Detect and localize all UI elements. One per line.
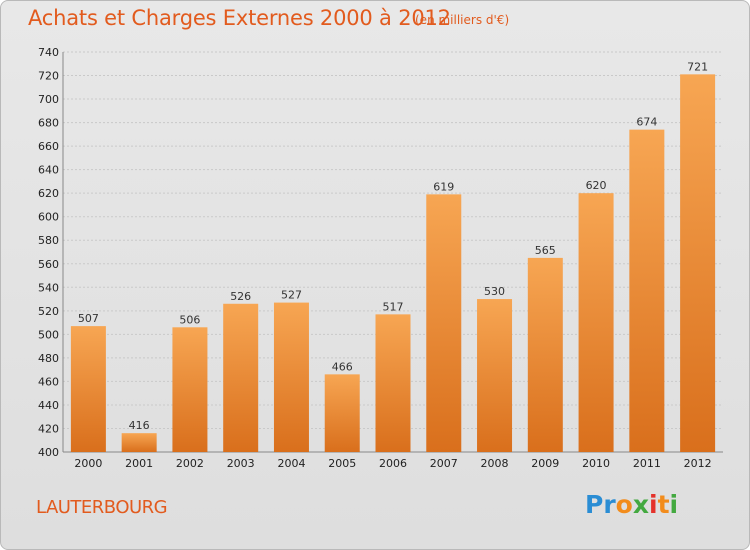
y-tick-label: 620 bbox=[38, 187, 59, 200]
logo-letter: x bbox=[632, 490, 649, 519]
y-tick-label: 520 bbox=[38, 305, 59, 318]
y-tick-label: 580 bbox=[38, 234, 59, 247]
bar-2006 bbox=[375, 314, 411, 452]
y-tick-label: 600 bbox=[38, 211, 59, 224]
bar-2003 bbox=[223, 303, 259, 452]
logo-letter: o bbox=[615, 490, 633, 519]
bar-2002 bbox=[172, 327, 208, 452]
y-tick-label: 560 bbox=[38, 258, 59, 271]
x-tick-label: 2011 bbox=[633, 457, 661, 470]
x-tick-label: 2005 bbox=[328, 457, 356, 470]
bar-2010 bbox=[578, 193, 614, 453]
x-tick-label: 2000 bbox=[74, 457, 102, 470]
y-tick-label: 460 bbox=[38, 375, 59, 388]
y-tick-label: 540 bbox=[38, 281, 59, 294]
logo-letter: i bbox=[649, 490, 658, 519]
x-tick-label: 2012 bbox=[684, 457, 712, 470]
bar-2004 bbox=[273, 302, 309, 452]
bar-2012 bbox=[680, 74, 716, 453]
data-label: 619 bbox=[433, 180, 454, 193]
logo-letter: t bbox=[657, 490, 670, 519]
y-tick-label: 720 bbox=[38, 70, 59, 83]
data-labels: 507 416 506 526 527 466 517 619 530 565 620 674 721 bbox=[78, 60, 708, 432]
x-tick-label: 2002 bbox=[176, 457, 204, 470]
y-tick-label: 740 bbox=[38, 46, 59, 59]
data-label: 565 bbox=[535, 244, 556, 257]
axes: 400 420 440 460 480 500 520 540 560 580 600 620 640 6… bbox=[38, 46, 723, 470]
bar-2007 bbox=[426, 194, 462, 452]
data-label: 620 bbox=[586, 179, 607, 192]
data-label: 526 bbox=[230, 290, 251, 303]
y-tick-label: 400 bbox=[38, 446, 59, 459]
y-tick-label: 440 bbox=[38, 399, 59, 412]
data-label: 517 bbox=[383, 300, 404, 313]
data-label: 721 bbox=[687, 60, 708, 73]
bars bbox=[70, 74, 716, 453]
data-label: 506 bbox=[179, 313, 200, 326]
x-tick-label: 2004 bbox=[277, 457, 305, 470]
y-tick-label: 660 bbox=[38, 140, 59, 153]
bar-2009 bbox=[527, 257, 563, 452]
bar-2001 bbox=[121, 433, 157, 452]
x-tick-label: 2006 bbox=[379, 457, 407, 470]
y-tick-label: 700 bbox=[38, 93, 59, 106]
chart-subtitle: (en milliers d'€) bbox=[415, 13, 510, 27]
y-tick-label: 480 bbox=[38, 352, 59, 365]
bar-2000 bbox=[70, 326, 106, 452]
data-label: 527 bbox=[281, 289, 302, 302]
bar-2008 bbox=[477, 299, 513, 452]
x-tick-label: 2003 bbox=[227, 457, 255, 470]
location-label: LAUTERBOURG bbox=[36, 497, 168, 518]
x-tick-label: 2009 bbox=[531, 457, 559, 470]
data-label: 416 bbox=[129, 419, 150, 432]
logo-letter: r bbox=[603, 490, 616, 519]
x-tick-label: 2001 bbox=[125, 457, 153, 470]
bar-2011 bbox=[629, 129, 665, 452]
proxiti-logo[interactable]: Proxiti bbox=[585, 490, 678, 519]
y-tick-label: 680 bbox=[38, 117, 59, 130]
y-tick-label: 420 bbox=[38, 422, 59, 435]
data-label: 507 bbox=[78, 312, 99, 325]
data-label: 674 bbox=[636, 116, 657, 129]
x-tick-label: 2010 bbox=[582, 457, 610, 470]
data-label: 466 bbox=[332, 360, 353, 373]
x-tick-label: 2008 bbox=[481, 457, 509, 470]
data-label: 530 bbox=[484, 285, 505, 298]
logo-letter: P bbox=[585, 490, 604, 519]
chart-title: Achats et Charges Externes 2000 à 2012 bbox=[28, 6, 451, 30]
x-tick-label: 2007 bbox=[430, 457, 458, 470]
y-tick-label: 500 bbox=[38, 328, 59, 341]
logo-letter: i bbox=[669, 490, 679, 519]
y-tick-label: 640 bbox=[38, 164, 59, 177]
bar-2005 bbox=[324, 374, 360, 452]
